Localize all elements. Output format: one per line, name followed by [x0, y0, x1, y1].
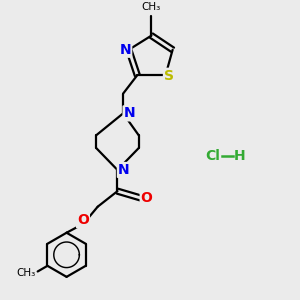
Text: O: O: [77, 213, 89, 227]
Text: H: H: [233, 149, 245, 163]
Text: O: O: [141, 191, 152, 205]
Text: Cl: Cl: [205, 149, 220, 163]
Text: CH₃: CH₃: [16, 268, 35, 278]
Text: N: N: [118, 163, 130, 177]
Text: CH₃: CH₃: [142, 2, 161, 12]
Text: N: N: [120, 43, 131, 57]
Text: S: S: [164, 69, 174, 83]
Text: N: N: [124, 106, 135, 120]
